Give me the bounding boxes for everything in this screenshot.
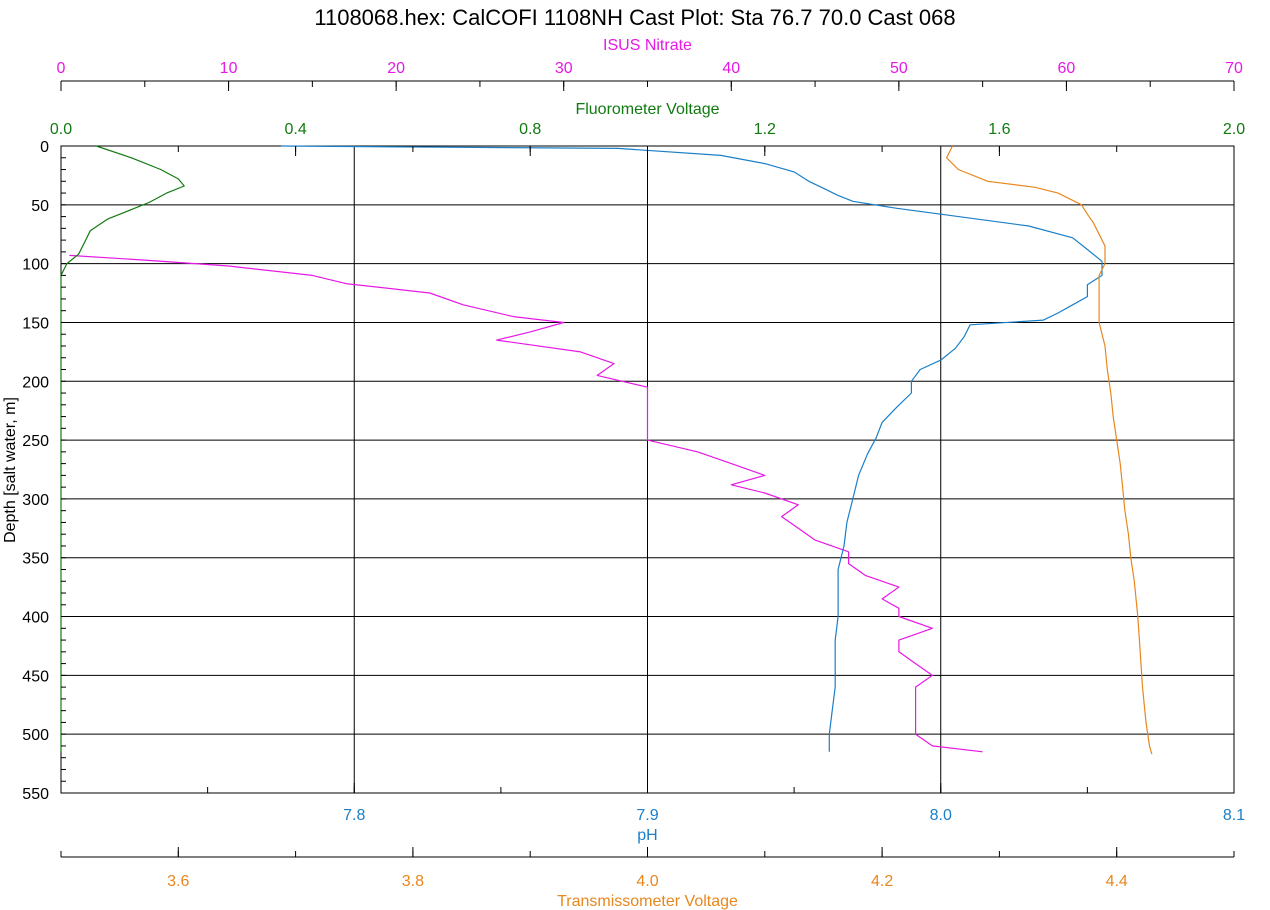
- y-tick-label: 450: [22, 668, 49, 685]
- trans-tick-label: 3.6: [167, 873, 189, 890]
- nitrate-series-line: [69, 254, 983, 753]
- trans-axis-title: Transmissometer Voltage: [557, 893, 738, 910]
- nitrate-tick-label: 50: [890, 60, 908, 77]
- nitrate-tick-label: 10: [220, 60, 238, 77]
- y-tick-label: 300: [22, 492, 49, 509]
- fluor-tick-label: 2.0: [1223, 121, 1245, 138]
- y-tick-label: 500: [22, 727, 49, 744]
- ph-axis-title: pH: [637, 827, 657, 844]
- ph-series-line: [280, 145, 1103, 752]
- nitrate-tick-label: 20: [387, 60, 405, 77]
- y-tick-label: 50: [31, 198, 49, 215]
- fluor-tick-label: 0.4: [284, 121, 306, 138]
- fluor-tick-label: 0.0: [50, 121, 72, 138]
- y-tick-label: 400: [22, 610, 49, 627]
- nitrate-tick-label: 40: [722, 60, 740, 77]
- y-tick-label: 0: [40, 139, 49, 156]
- trans-tick-label: 4.2: [871, 873, 893, 890]
- grid-lines: [60, 145, 1235, 794]
- trans-tick-label: 4.4: [1106, 873, 1128, 890]
- nitrate-tick-label: 60: [1058, 60, 1076, 77]
- fluor-series-line: [60, 145, 185, 752]
- y-tick-label: 250: [22, 433, 49, 450]
- fluor-tick-label: 0.8: [519, 121, 541, 138]
- nitrate-tick-label: 30: [555, 60, 573, 77]
- chart-title: 1108068.hex: CalCOFI 1108NH Cast Plot: S…: [314, 5, 955, 30]
- y-axis-label: Depth [salt water, m]: [2, 397, 19, 543]
- ph-tick-label: 8.0: [930, 807, 952, 824]
- axes-layer: 0 50 100 150 200 250 300 350 400 450 500 550 0 10 20 30…: [22, 37, 1245, 910]
- ph-tick-label: 8.1: [1223, 807, 1245, 824]
- nitrate-axis-title: ISUS Nitrate: [603, 37, 692, 54]
- ph-tick-label: 7.9: [636, 807, 658, 824]
- trans-tick-label: 3.8: [402, 873, 424, 890]
- nitrate-tick-label: 0: [57, 60, 66, 77]
- fluor-tick-label: 1.6: [988, 121, 1010, 138]
- y-tick-label: 150: [22, 315, 49, 332]
- y-tick-label: 200: [22, 374, 49, 391]
- fluor-axis-title: Fluorometer Voltage: [575, 101, 719, 118]
- trans-series-line: [946, 145, 1153, 755]
- series-layer: [60, 145, 1153, 755]
- trans-tick-label: 4.0: [636, 873, 658, 890]
- nitrate-tick-label: 70: [1225, 60, 1243, 77]
- y-tick-label: 550: [22, 786, 49, 803]
- fluor-tick-label: 1.2: [754, 121, 776, 138]
- y-tick-label: 350: [22, 551, 49, 568]
- ph-tick-label: 7.8: [343, 807, 365, 824]
- y-tick-label: 100: [22, 257, 49, 274]
